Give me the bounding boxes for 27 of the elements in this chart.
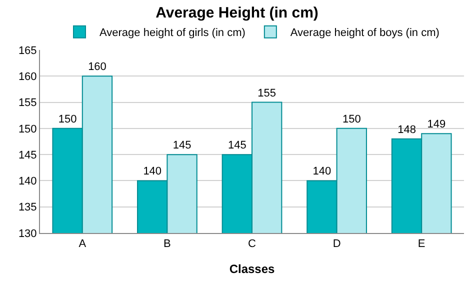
x-tick-label: E [418, 238, 426, 250]
data-label: 140 [143, 166, 162, 178]
y-tick-label: 150 [18, 123, 37, 136]
x-axis-title: Classes [229, 262, 276, 276]
data-label: 150 [342, 113, 361, 126]
chart-title: Average Height (in cm) [156, 4, 318, 22]
y-tick-label: 130 [18, 228, 37, 240]
data-label: 149 [427, 118, 446, 131]
data-label: 145 [228, 140, 246, 152]
data-label: 140 [312, 166, 332, 178]
y-tick-label: 160 [18, 70, 37, 83]
data-label: 160 [88, 61, 106, 74]
data-label: 155 [258, 87, 276, 100]
y-tick-label: 135 [18, 202, 37, 214]
x-tick-label: C [248, 238, 256, 250]
data-label: 148 [398, 124, 416, 136]
y-tick-label: 165 [18, 44, 37, 57]
y-tick-label: 145 [18, 149, 37, 162]
y-tick-label: 155 [18, 97, 37, 110]
legend-label: Average height of girls (in cm) [100, 27, 246, 40]
data-label: 145 [172, 140, 192, 152]
legend-label: Average height of boys (in cm) [290, 27, 440, 40]
x-tick-label: B [164, 238, 171, 250]
x-tick-label: A [78, 238, 87, 250]
x-tick-label: D [332, 238, 341, 250]
y-tick-label: 140 [18, 176, 37, 188]
data-label: 150 [58, 113, 77, 126]
